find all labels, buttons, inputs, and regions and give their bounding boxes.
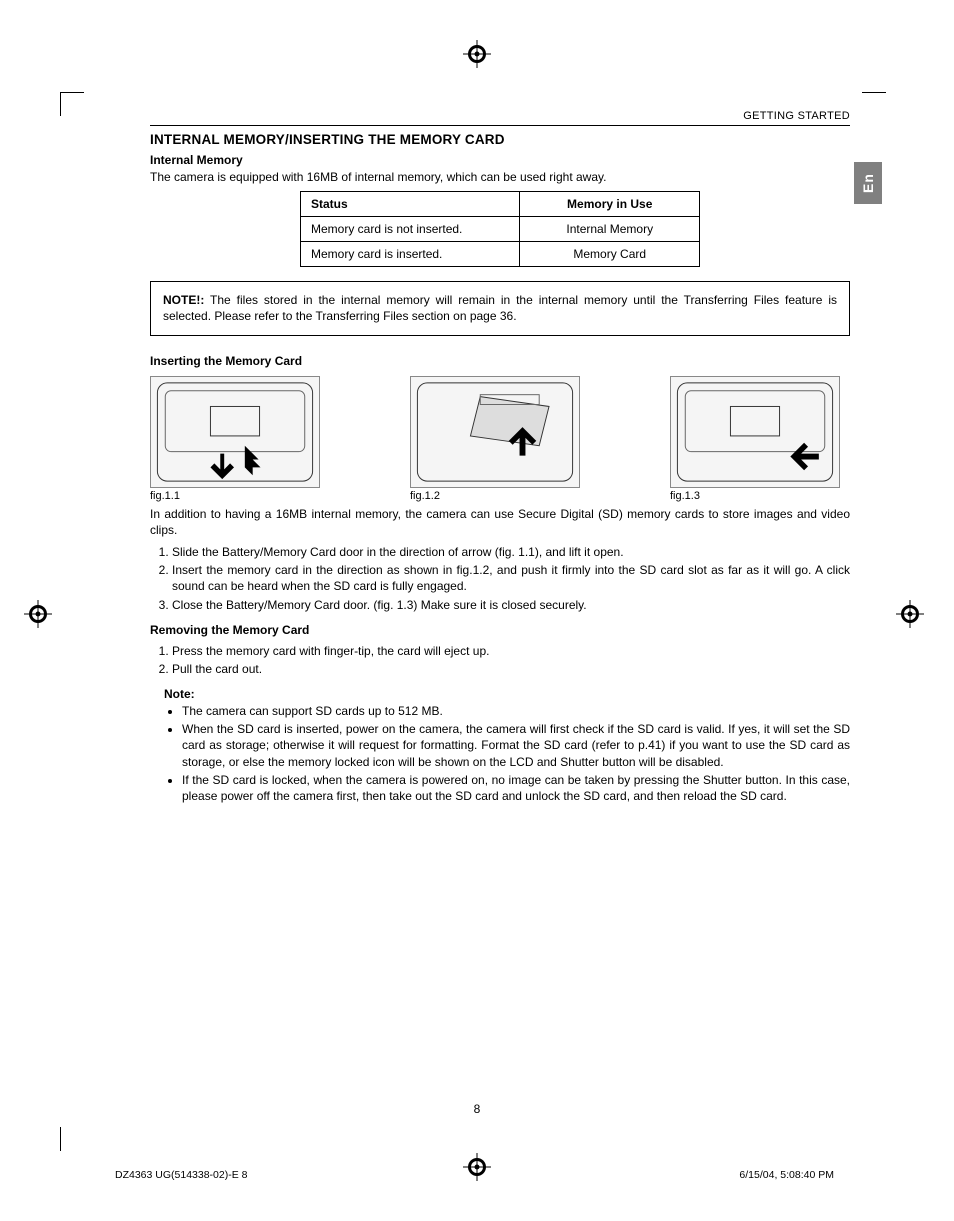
page-content: GETTING STARTED INTERNAL MEMORY/INSERTIN… [150, 110, 850, 806]
figure-row: fig.1.1 fig.1.2 [150, 376, 850, 502]
registration-mark-right [896, 600, 924, 628]
note-text: The files stored in the internal memory … [163, 293, 837, 323]
figure-1-2: fig.1.2 [410, 376, 590, 502]
inserting-intro: In addition to having a 16MB internal me… [150, 506, 850, 538]
list-item: When the SD card is inserted, power on t… [182, 721, 850, 770]
registration-mark-top [463, 40, 491, 68]
inserting-heading: Inserting the Memory Card [150, 354, 850, 368]
note-bullets: The camera can support SD cards up to 51… [164, 703, 850, 804]
table-row: Memory card is not inserted. Internal Me… [301, 217, 700, 242]
status-table: Status Memory in Use Memory card is not … [300, 191, 700, 267]
crop-mark [60, 92, 84, 116]
note-section: Note: The camera can support SD cards up… [164, 687, 850, 804]
figure-caption: fig.1.2 [410, 490, 590, 502]
list-item: Insert the memory card in the direction … [172, 562, 850, 594]
list-item: The camera can support SD cards up to 51… [182, 703, 850, 719]
removing-heading: Removing the Memory Card [150, 623, 850, 637]
footer: DZ4363 UG(514338-02)-E 8 6/15/04, 5:08:4… [115, 1169, 834, 1181]
table-cell: Internal Memory [520, 217, 700, 242]
figure-caption: fig.1.1 [150, 490, 330, 502]
crop-mark [60, 1127, 84, 1151]
table-cell: Memory card is inserted. [301, 242, 520, 267]
page-title: INTERNAL MEMORY/INSERTING THE MEMORY CAR… [150, 132, 850, 147]
page-number: 8 [0, 1102, 954, 1116]
figure-1-1: fig.1.1 [150, 376, 330, 502]
language-tab-label: En [860, 173, 876, 193]
inserting-steps: Slide the Battery/Memory Card door in th… [150, 544, 850, 613]
crop-mark [862, 92, 886, 116]
table-header: Status [301, 192, 520, 217]
language-tab: En [854, 162, 882, 204]
list-item: Press the memory card with finger-tip, t… [172, 643, 850, 659]
header-section-label: GETTING STARTED [150, 110, 850, 122]
list-item: If the SD card is locked, when the camer… [182, 772, 850, 804]
note-label: NOTE!: [163, 293, 204, 307]
table-row: Memory card is inserted. Memory Card [301, 242, 700, 267]
list-item: Slide the Battery/Memory Card door in th… [172, 544, 850, 560]
table-header: Memory in Use [520, 192, 700, 217]
figure-1-3: fig.1.3 [670, 376, 850, 502]
footer-right: 6/15/04, 5:08:40 PM [739, 1169, 834, 1181]
table-cell: Memory Card [520, 242, 700, 267]
removing-steps: Press the memory card with finger-tip, t… [150, 643, 850, 677]
table-cell: Memory card is not inserted. [301, 217, 520, 242]
header-rule [150, 125, 850, 126]
figure-illustration [670, 376, 840, 488]
figure-illustration [410, 376, 580, 488]
list-item: Close the Battery/Memory Card door. (fig… [172, 597, 850, 613]
figure-illustration [150, 376, 320, 488]
table-header-row: Status Memory in Use [301, 192, 700, 217]
note-box: NOTE!: The files stored in the internal … [150, 281, 850, 335]
footer-left: DZ4363 UG(514338-02)-E 8 [115, 1169, 248, 1181]
internal-memory-heading: Internal Memory [150, 153, 850, 167]
figure-caption: fig.1.3 [670, 490, 850, 502]
note-heading: Note: [164, 687, 850, 701]
internal-memory-intro: The camera is equipped with 16MB of inte… [150, 169, 850, 185]
registration-mark-left [24, 600, 52, 628]
list-item: Pull the card out. [172, 661, 850, 677]
